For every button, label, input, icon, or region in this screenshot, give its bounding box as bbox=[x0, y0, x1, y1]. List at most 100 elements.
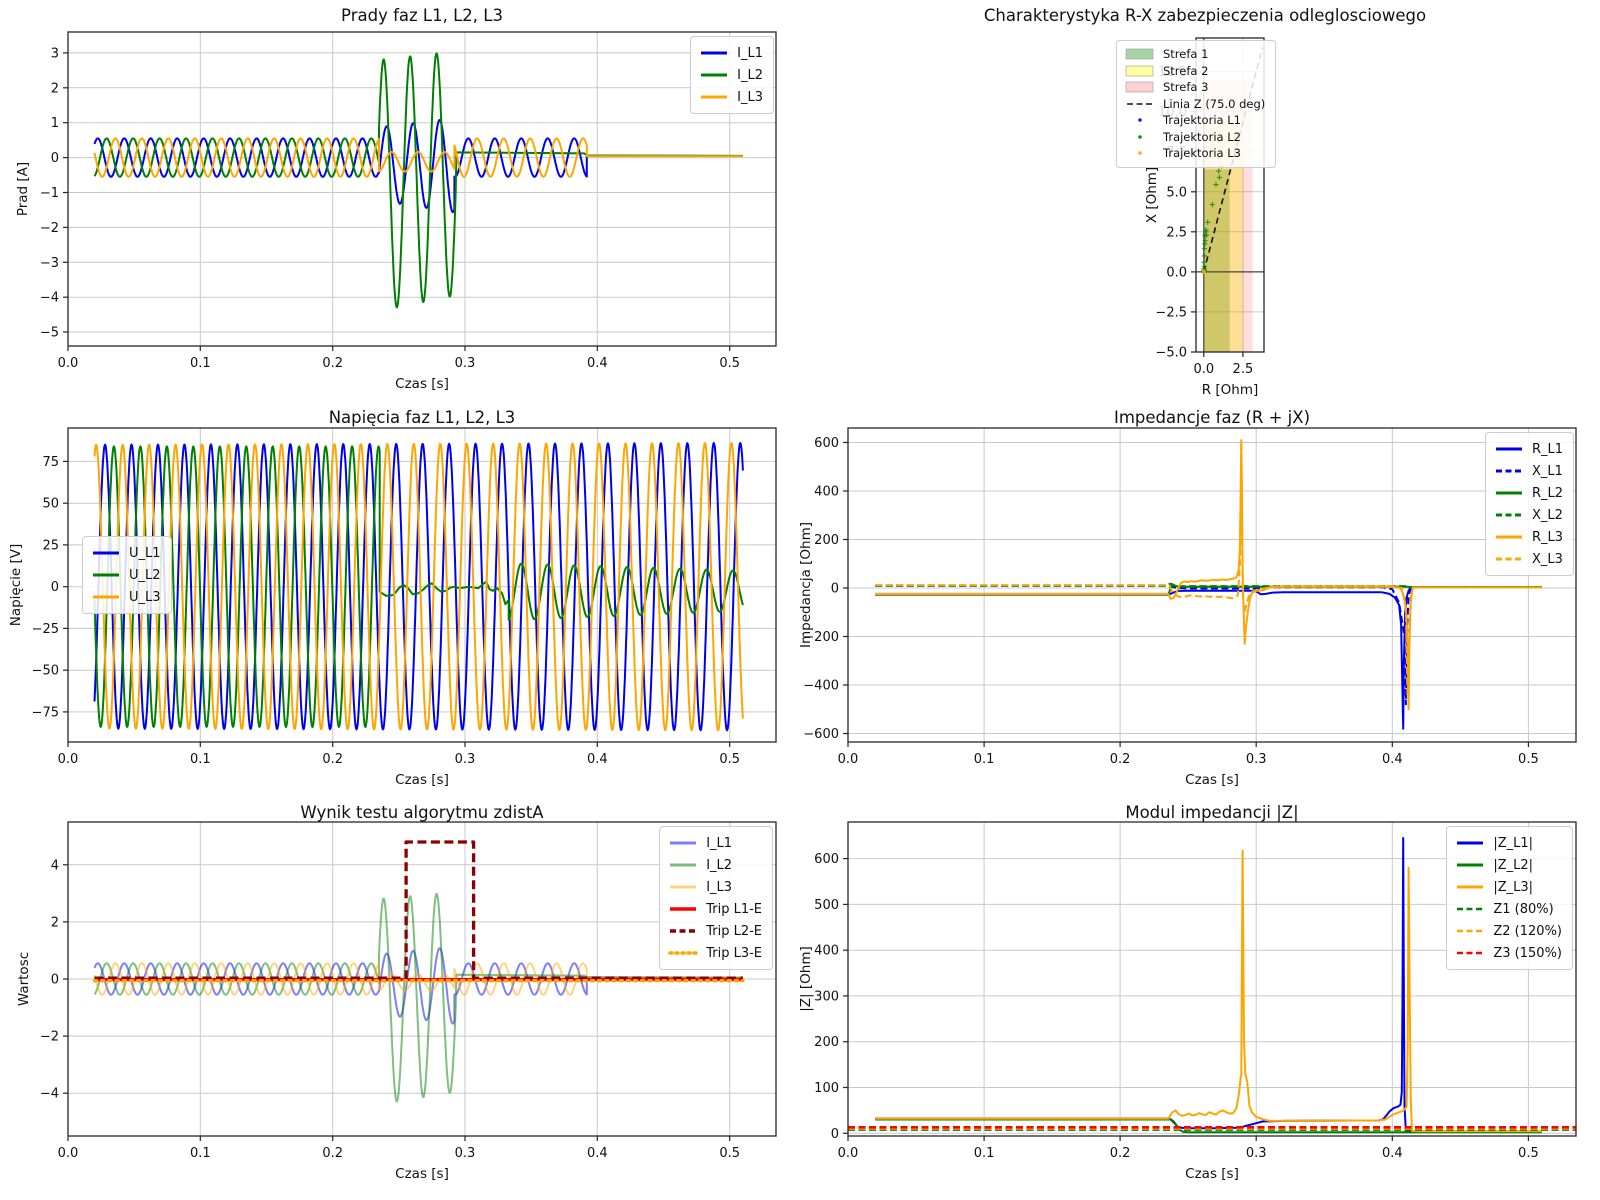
series-X_L1 bbox=[875, 584, 1542, 706]
tick-label-y: −50 bbox=[32, 664, 59, 679]
tick-label-y: −4 bbox=[40, 1087, 59, 1102]
tick-label-y: 2 bbox=[51, 915, 59, 930]
protection-zone bbox=[1203, 169, 1230, 352]
legend-swatch-line bbox=[1457, 885, 1484, 889]
panel-title: Prady faz L1, L2, L3 bbox=[341, 6, 503, 25]
tick-label-y: 400 bbox=[814, 485, 839, 500]
tick-label-y: 2.5 bbox=[1166, 225, 1187, 240]
panel-impedance-modulus: 0.0 0.1 0.2 0.3 0.4 0.5 0 100 200 300 400 500 600 Mo… bbox=[798, 800, 1600, 1200]
legend-swatch-line bbox=[670, 907, 697, 911]
tick-label-x: 0.0 bbox=[58, 356, 79, 371]
tick-label-x: 0.5 bbox=[1518, 1146, 1539, 1161]
legend-label: Trajektoria L1 bbox=[1163, 113, 1241, 128]
tick-label-x: 0.1 bbox=[190, 356, 211, 371]
series-X_L3 bbox=[875, 441, 1542, 699]
legend-label: X_L3 bbox=[1531, 551, 1563, 567]
legend-label: Z1 (80%) bbox=[1493, 901, 1554, 917]
legend-entry: R_L2 bbox=[1494, 482, 1563, 504]
legend-swatch-line bbox=[93, 573, 119, 577]
legend-entry: I_L2 bbox=[668, 854, 762, 876]
tick-label-x: 0.1 bbox=[190, 752, 211, 767]
legend-label: U_L3 bbox=[129, 589, 161, 605]
x-axis-label: Czas [s] bbox=[1185, 1166, 1239, 1182]
legend-entry: Trip L1-E bbox=[668, 898, 762, 920]
legend-label: R_L2 bbox=[1531, 485, 1563, 501]
legend-swatch-dashed bbox=[1457, 907, 1484, 911]
tick-label-x: 0.5 bbox=[1518, 752, 1539, 767]
tick-label-x: 2.5 bbox=[1233, 362, 1254, 377]
series-I_L2 bbox=[93, 892, 743, 1103]
tick-label-y: 0 bbox=[51, 580, 59, 595]
marker-Trajektoria L2 bbox=[1201, 246, 1207, 252]
legend-entry: I_L1 bbox=[699, 42, 763, 64]
tick-label-y: −1 bbox=[40, 186, 59, 201]
legend-entry: Trip L3-E bbox=[668, 942, 762, 964]
tick-label-x: 0.2 bbox=[322, 1146, 343, 1161]
y-axis-label: Prad [A] bbox=[15, 161, 31, 217]
tick-label-y: 600 bbox=[814, 852, 839, 867]
legend-entry: R_L3 bbox=[1494, 526, 1563, 548]
legend-label: Trip L1-E bbox=[706, 901, 762, 917]
tick-label-y: −400 bbox=[803, 679, 839, 694]
legend-swatch-patch bbox=[1125, 65, 1154, 77]
axes-frame bbox=[847, 821, 1577, 1137]
y-axis-label: Napięcie [V] bbox=[8, 543, 24, 627]
tick-label-y: 2 bbox=[51, 81, 59, 96]
legend-label: X_L1 bbox=[1531, 463, 1563, 479]
panel-zdist-test-result: 0.0 0.1 0.2 0.3 0.4 0.5 4 2 0 −2 −4 Wynik testu al… bbox=[0, 800, 800, 1200]
legend-label: Strefa 3 bbox=[1163, 80, 1209, 95]
tick-label-x: 0.0 bbox=[58, 752, 79, 767]
tick-label-y: −3 bbox=[40, 256, 59, 271]
panel-rx-characteristic: 0.02.5−5.0−2.50.02.55.07.510.012.5 Chara… bbox=[800, 0, 1600, 400]
chart-canvas-zdist: 0.0 0.1 0.2 0.3 0.4 0.5 4 2 0 −2 −4 bbox=[40, 821, 777, 1161]
tick-label-y: −2 bbox=[40, 1030, 59, 1045]
legend: |Z_L1| |Z_L2| |Z_L3| Z1 (80%) Z2 (120%) Z3 (1… bbox=[1446, 826, 1573, 970]
tick-label-y: 600 bbox=[814, 436, 839, 451]
legend-label: I_L1 bbox=[706, 835, 733, 851]
tick-label-x: 0.5 bbox=[719, 752, 740, 767]
legend-swatch-patch bbox=[1125, 48, 1154, 60]
legend: I_L1 I_L2 I_L3 bbox=[690, 36, 774, 114]
legend-entry: X_L1 bbox=[1494, 460, 1563, 482]
tick-label-x: 0.0 bbox=[838, 1146, 859, 1161]
legend-entry: X_L3 bbox=[1494, 548, 1563, 570]
series-U_L3 bbox=[93, 442, 744, 732]
legend-entry: |Z_L3| bbox=[1455, 876, 1562, 898]
legend-swatch-dashed bbox=[1495, 469, 1522, 473]
tick-label-y: 3 bbox=[51, 46, 59, 61]
legend-entry: Trajektoria L1 bbox=[1125, 112, 1265, 129]
legend-label: Trajektoria L2 bbox=[1163, 129, 1241, 144]
legend: R_L1 X_L1 R_L2 X_L2 R_L3 X_L3 bbox=[1484, 432, 1574, 576]
legend-label: Trip L3-E bbox=[706, 945, 762, 961]
tick-label-x: 0.2 bbox=[1110, 1146, 1131, 1161]
series-R_L3 bbox=[875, 439, 1542, 711]
legend-entry: |Z_L1| bbox=[1455, 832, 1562, 854]
legend-entry: I_L1 bbox=[668, 832, 762, 854]
y-axis-label: |Z| [Ohm] bbox=[798, 946, 814, 1012]
tick-label-y: 4 bbox=[51, 858, 59, 873]
x-axis-label: Czas [s] bbox=[395, 376, 449, 392]
tick-label-x: 0.3 bbox=[1246, 1146, 1267, 1161]
marker-Trajektoria L2 bbox=[1202, 238, 1208, 244]
tick-label-y: 0.0 bbox=[1166, 265, 1187, 280]
legend-label: Trajektoria L3 bbox=[1163, 146, 1241, 161]
tick-label-x: 0.2 bbox=[322, 752, 343, 767]
tick-label-y: 0 bbox=[51, 973, 59, 988]
tick-label-y: 0 bbox=[51, 151, 59, 166]
legend-entry: Strefa 1 bbox=[1125, 46, 1265, 63]
legend-swatch-patch bbox=[1125, 81, 1154, 93]
legend-entry: Strefa 3 bbox=[1125, 79, 1265, 96]
legend: U_L1 U_L2 U_L3 bbox=[82, 536, 172, 614]
legend-label: I_L2 bbox=[706, 857, 733, 873]
series-U_L2 bbox=[93, 445, 744, 728]
legend-entry: I_L3 bbox=[668, 876, 762, 898]
panel-title: Modul impedancji |Z| bbox=[1125, 803, 1299, 822]
tick-label-x: 0.3 bbox=[455, 356, 476, 371]
legend-label: Linia Z (75.0 deg) bbox=[1163, 96, 1266, 111]
legend-swatch-dashed bbox=[1127, 102, 1153, 105]
legend-entry: I_L3 bbox=[699, 86, 763, 108]
axes-frame bbox=[1195, 37, 1265, 353]
tick-label-y: 400 bbox=[814, 944, 839, 959]
marker-Trajektoria L2 bbox=[1216, 168, 1222, 174]
